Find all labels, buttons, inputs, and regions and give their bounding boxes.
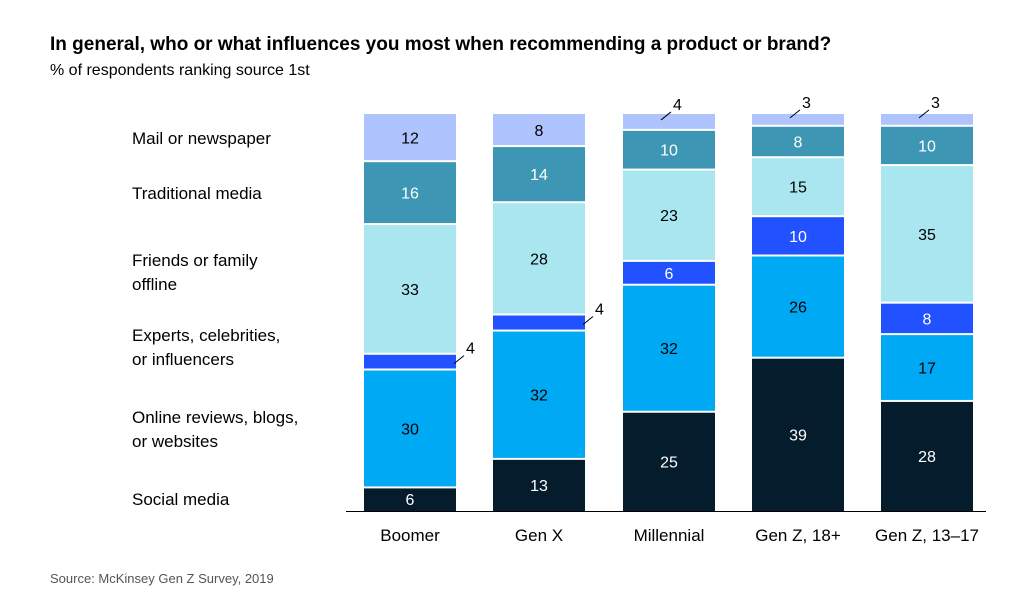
bar-segment: [881, 401, 973, 511]
data-label: 4: [466, 341, 475, 358]
data-label: 6: [406, 492, 415, 509]
data-label: 28: [918, 449, 936, 466]
category-label: Gen Z, 13–17: [875, 526, 979, 545]
data-label: 10: [918, 138, 936, 155]
bar-segment: [752, 126, 844, 157]
bar-segment: [752, 158, 844, 216]
data-label: 3: [802, 95, 811, 112]
bar-segment: [364, 370, 456, 487]
data-label: 3: [931, 95, 940, 112]
legend-label: Traditional media: [132, 184, 262, 203]
chart-title: In general, who or what influences you m…: [50, 34, 832, 55]
data-label: 17: [918, 361, 936, 378]
data-label: 33: [401, 282, 419, 299]
bar-segment: [881, 166, 973, 302]
data-label: 10: [660, 143, 678, 160]
bar-segment: [364, 354, 456, 369]
legend-label: or websites: [132, 432, 218, 451]
bar-segment: [364, 488, 456, 511]
data-label: 6: [665, 266, 674, 283]
data-label: 4: [673, 97, 682, 114]
data-label: 35: [918, 227, 936, 244]
legend-label: Social media: [132, 490, 230, 509]
bar-segment: [752, 114, 844, 125]
data-label: 25: [660, 454, 678, 471]
data-label: 30: [401, 421, 419, 438]
data-label: 15: [789, 180, 807, 197]
bar-segment: [623, 412, 715, 511]
bar-segment: [752, 256, 844, 357]
data-label: 8: [794, 135, 803, 152]
bar-segment: [364, 162, 456, 224]
bar-segment: [364, 114, 456, 161]
legend-label: Experts, celebrities,: [132, 326, 280, 345]
data-label: 10: [789, 229, 807, 246]
callout-line: [660, 111, 672, 121]
bar-segment: [623, 114, 715, 129]
chart-subtitle: % of respondents ranking source 1st: [50, 62, 310, 79]
bar-segment: [881, 114, 973, 125]
legend-label: Online reviews, blogs,: [132, 408, 298, 427]
callout-line: [789, 109, 801, 119]
callout-line: [582, 316, 594, 325]
bar-segment: [493, 203, 585, 314]
bar-segment: [752, 217, 844, 255]
legend-label: or influencers: [132, 350, 234, 369]
bar-segment: [623, 170, 715, 260]
bar-segment: [493, 114, 585, 146]
data-label: 26: [789, 300, 807, 317]
category-label: Boomer: [380, 526, 440, 545]
category-label: Gen X: [515, 526, 563, 545]
data-label: 13: [530, 478, 548, 495]
data-label: 16: [401, 186, 419, 203]
bar-segment: [493, 147, 585, 202]
bar-segment: [881, 126, 973, 165]
data-label: 8: [923, 311, 932, 328]
bar-segment: [623, 285, 715, 411]
callout-line: [918, 109, 930, 119]
bar-segment: [623, 130, 715, 169]
category-label: Millennial: [634, 526, 705, 545]
bar-segment: [623, 261, 715, 284]
category-label: Gen Z, 18+: [755, 526, 841, 545]
data-label: 23: [660, 208, 678, 225]
data-label: 4: [595, 302, 604, 319]
legend-label: offline: [132, 275, 177, 294]
data-label: 12: [401, 131, 419, 148]
bar-segment: [493, 331, 585, 458]
data-label: 28: [530, 251, 548, 268]
data-label: 32: [530, 388, 548, 405]
bar-segment: [881, 303, 973, 334]
callout-line: [453, 355, 465, 365]
bar-segment: [364, 225, 456, 353]
bar-segment: [881, 335, 973, 400]
legend-label: Mail or newspaper: [132, 129, 271, 148]
data-label: 8: [535, 123, 544, 140]
source-note: Source: McKinsey Gen Z Survey, 2019: [50, 571, 274, 586]
bar-segment: [493, 315, 585, 330]
data-label: 14: [530, 167, 548, 184]
data-label: 39: [789, 427, 807, 444]
bar-segment: [752, 358, 844, 511]
data-label: 32: [660, 341, 678, 358]
bar-segment: [493, 459, 585, 511]
legend-label: Friends or family: [132, 251, 258, 270]
